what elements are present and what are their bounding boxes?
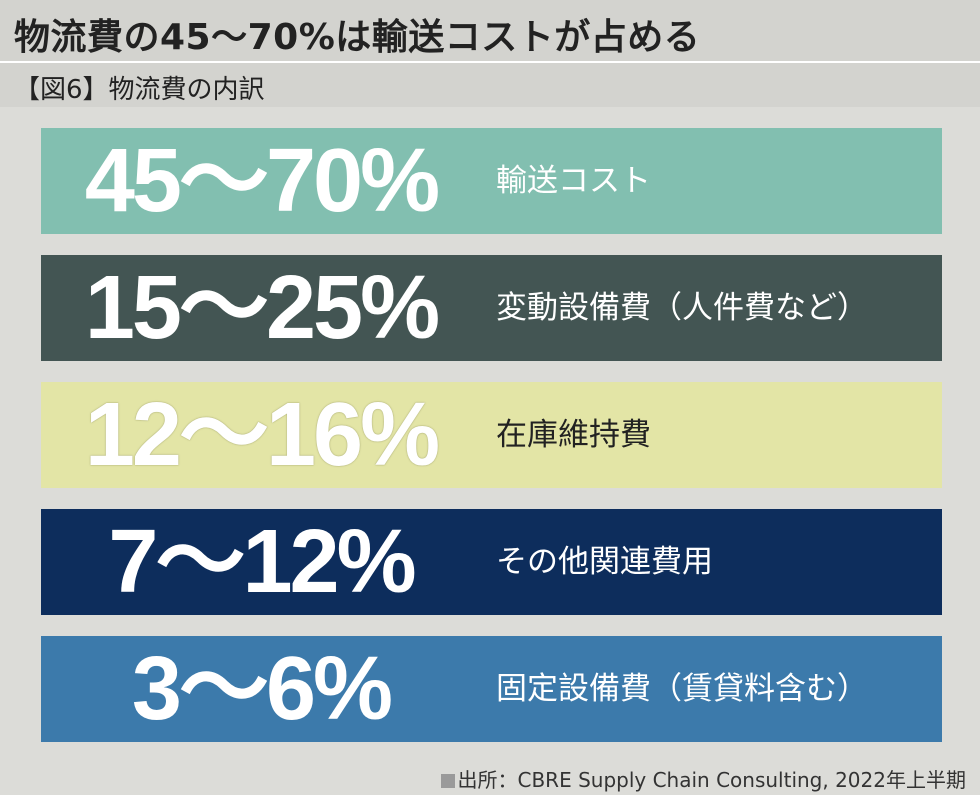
category-label: 輸送コスト [496,163,651,199]
figure-caption: 【図6】物流費の内訳 [14,75,265,105]
page-title: 物流費の45〜70%は輸送コストが占める [14,17,701,58]
source-text: 出所：CBRE Supply Chain Consulting, 2022年上半… [457,768,967,792]
percentage-range-label: 3〜6% [131,639,393,739]
percentage-range-label: 45〜70% [84,131,440,231]
category-label: 固定設備費（賃貸料含む） [496,671,868,707]
percentage-range-label: 7〜12% [108,512,416,612]
cost-row: 12〜16% 在庫維持費 [41,382,942,488]
percentage-range-label: 12〜16% [84,385,440,485]
cost-row: 45〜70% 輸送コスト [41,128,942,234]
category-label: 変動設備費（人件費など） [496,290,868,326]
cost-row: 3〜6% 固定設備費（賃貸料含む） [41,636,942,742]
square-bullet-icon [440,774,455,788]
source-note: 出所：CBRE Supply Chain Consulting, 2022年上半… [440,764,967,793]
category-label: その他関連費用 [496,544,713,580]
cost-row: 15〜25% 変動設備費（人件費など） [41,255,942,361]
header-band [0,0,980,107]
percentage-range-label: 15〜25% [84,258,440,358]
category-label: 在庫維持費 [496,417,651,453]
cost-row: 7〜12% その他関連費用 [41,509,942,615]
title-divider [0,61,980,63]
